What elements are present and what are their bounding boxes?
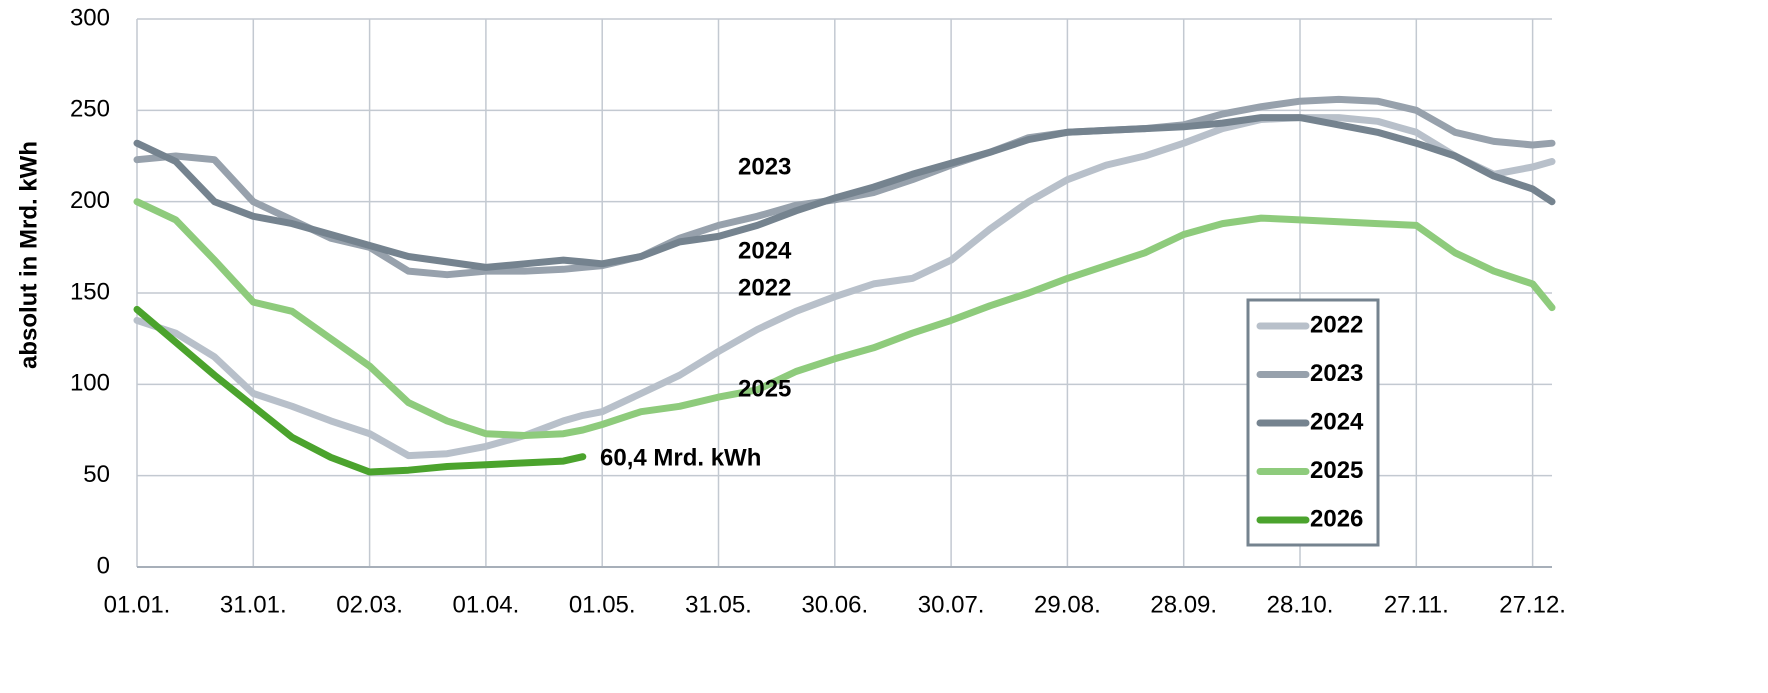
y-axis-label: absolut in Mrd. kWh xyxy=(15,141,42,369)
legend-label: 2023 xyxy=(1310,360,1363,387)
series-line xyxy=(133,305,587,476)
x-tick-label: 29.08. xyxy=(1034,591,1101,618)
x-tick-label: 27.11. xyxy=(1384,591,1449,618)
y-tick-label: 250 xyxy=(70,96,110,123)
y-tick-label: 150 xyxy=(70,278,110,305)
x-tick-label: 01.01. xyxy=(104,591,171,618)
x-tick-label: 27.12. xyxy=(1499,591,1566,618)
x-tick-label: 28.09. xyxy=(1150,591,1217,618)
y-tick-label: 300 xyxy=(70,4,110,31)
annotation: 2025 xyxy=(738,375,791,402)
series-line xyxy=(133,114,1556,271)
y-tick-label: 100 xyxy=(70,370,110,397)
x-tick-label: 28.10. xyxy=(1267,591,1334,618)
annotation: 60,4 Mrd. kWh xyxy=(600,444,761,471)
x-tick-label: 01.05. xyxy=(569,591,636,618)
annotation: 2022 xyxy=(738,274,791,301)
y-tick-label: 50 xyxy=(83,461,110,488)
y-tick-label: 200 xyxy=(70,187,110,214)
legend-label: 2025 xyxy=(1310,457,1363,484)
x-tick-label: 30.06. xyxy=(801,591,868,618)
x-tick-label: 30.07. xyxy=(918,591,985,618)
y-tick-label: 0 xyxy=(97,552,110,579)
legend-label: 2026 xyxy=(1310,505,1363,532)
x-tick-label: 02.03. xyxy=(336,591,403,618)
series-line xyxy=(133,114,1556,460)
annotation: 2023 xyxy=(738,153,791,180)
legend-label: 2024 xyxy=(1310,408,1364,435)
annotation: 2024 xyxy=(738,237,792,264)
x-tick-label: 31.01. xyxy=(220,591,287,618)
x-tick-label: 01.04. xyxy=(453,591,520,618)
x-tick-label: 31.05. xyxy=(685,591,752,618)
series-line xyxy=(133,198,1556,439)
legend-label: 2022 xyxy=(1310,311,1363,338)
